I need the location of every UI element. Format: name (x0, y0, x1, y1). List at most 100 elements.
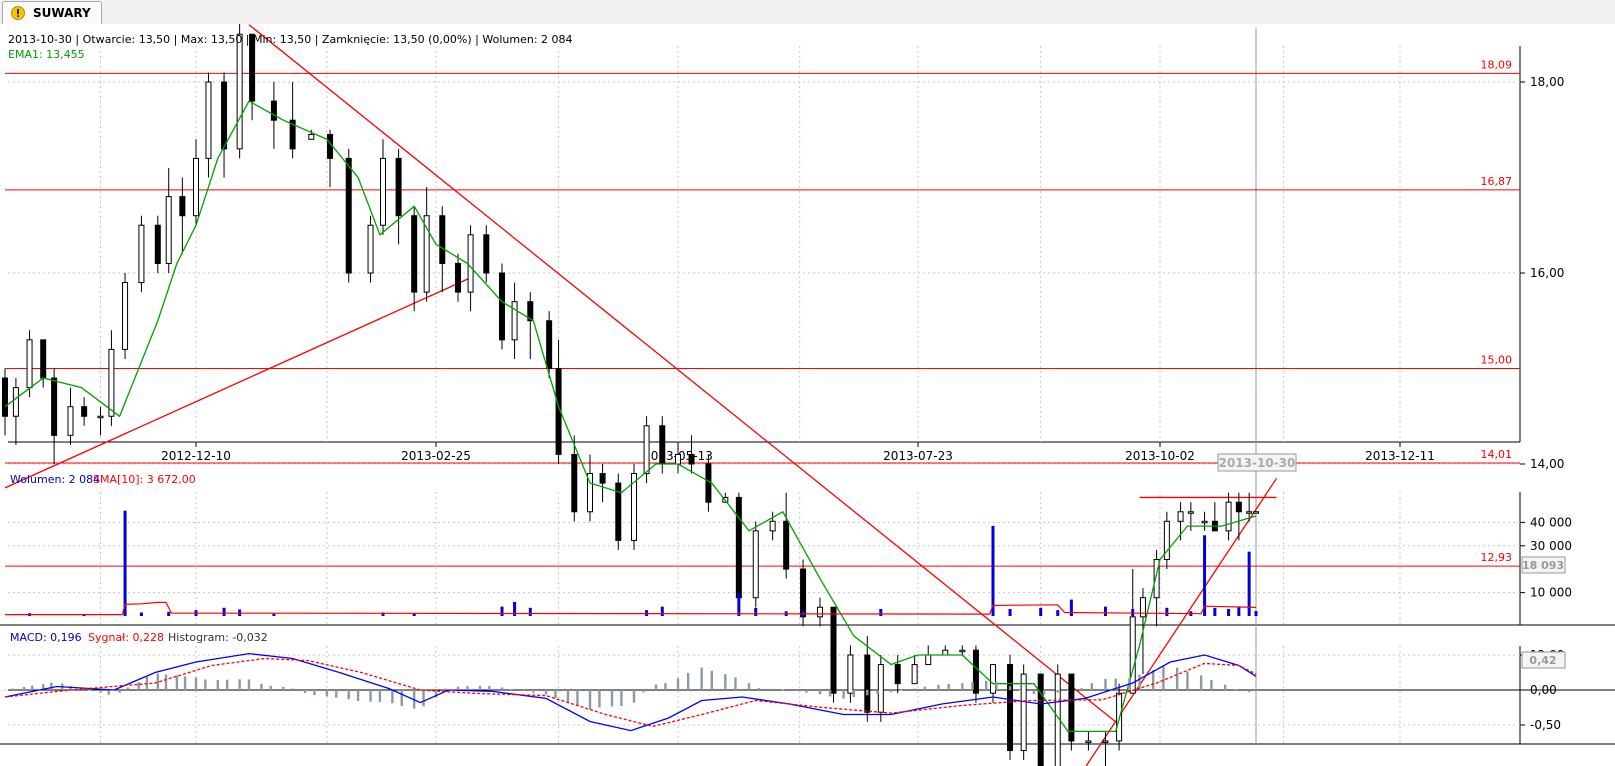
candle-body[interactable] (1007, 664, 1014, 751)
volume-bar[interactable] (528, 607, 532, 616)
candle-body[interactable] (972, 649, 979, 694)
candle-body[interactable] (1163, 520, 1170, 560)
candle-body[interactable] (1246, 511, 1253, 514)
volume-bar[interactable] (660, 606, 664, 616)
candle-body[interactable] (864, 654, 871, 713)
macd-panel[interactable] (3, 652, 1257, 732)
volume-bar[interactable] (1103, 606, 1107, 616)
volume-bar[interactable] (1227, 608, 1231, 616)
candle-body[interactable] (193, 157, 199, 217)
candle-body[interactable] (511, 301, 518, 341)
candle-body[interactable] (631, 473, 637, 541)
candle-body[interactable] (599, 473, 606, 484)
candle-body[interactable] (894, 664, 901, 685)
stock-chart[interactable]: 2012-12-102013-02-252013-05-132013-07-23… (0, 24, 1615, 766)
volume-panel[interactable] (5, 510, 1258, 616)
volume-bar[interactable] (222, 607, 226, 616)
candle-body[interactable] (816, 606, 823, 618)
volume-bar[interactable] (1203, 535, 1207, 616)
candle-body[interactable] (423, 215, 430, 293)
candle-body[interactable] (26, 339, 33, 389)
candle-body[interactable] (270, 100, 277, 121)
candle-body[interactable] (205, 81, 212, 159)
candle-body[interactable] (138, 224, 145, 284)
candle-body[interactable] (783, 520, 790, 570)
volume-bar[interactable] (1213, 607, 1217, 616)
candle-body[interactable] (1253, 511, 1259, 514)
candle-body[interactable] (942, 649, 949, 656)
candle-body[interactable] (467, 234, 474, 293)
candle-body[interactable] (1129, 616, 1136, 694)
candle-body[interactable] (847, 654, 854, 694)
candle-body[interactable] (752, 530, 759, 599)
volume-bar[interactable] (167, 611, 171, 616)
candle-body[interactable] (1068, 673, 1075, 742)
candle-body[interactable] (989, 664, 996, 694)
candle-body[interactable] (959, 649, 966, 653)
candle-body[interactable] (1225, 501, 1232, 532)
candle-body[interactable] (179, 196, 186, 217)
candle-body[interactable] (1187, 511, 1194, 514)
candle-body[interactable] (546, 320, 553, 369)
candle-body[interactable] (925, 654, 932, 666)
candle-body[interactable] (439, 215, 446, 264)
candle-body[interactable] (1235, 501, 1242, 513)
candle-body[interactable] (395, 157, 402, 217)
candle-body[interactable] (380, 157, 387, 226)
volume-bar[interactable] (737, 593, 741, 616)
candle-body[interactable] (40, 339, 47, 379)
candle-body[interactable] (367, 224, 374, 274)
volume-bar[interactable] (801, 610, 805, 616)
candle-body[interactable] (527, 301, 534, 322)
candle-body[interactable] (308, 134, 315, 140)
candle-body[interactable] (1177, 511, 1184, 522)
volume-bar[interactable] (1237, 607, 1241, 616)
candle-body[interactable] (122, 282, 129, 350)
candle-body[interactable] (911, 664, 918, 685)
candle-body[interactable] (455, 262, 461, 293)
candle-body[interactable] (236, 33, 243, 150)
candle-body[interactable] (1020, 673, 1027, 751)
candle-body[interactable] (483, 234, 490, 274)
candle-body[interactable] (81, 406, 88, 417)
candle-body[interactable] (12, 387, 19, 417)
candle-body[interactable] (249, 33, 256, 102)
candle-body[interactable] (705, 463, 712, 503)
candle-body[interactable] (1037, 673, 1044, 766)
candle-body[interactable] (2, 377, 8, 417)
candle-body[interactable] (345, 157, 352, 274)
candle-body[interactable] (327, 134, 334, 159)
candle-body[interactable] (659, 425, 666, 465)
volume-bar[interactable] (513, 601, 517, 616)
candle-body[interactable] (735, 496, 742, 599)
candle-body[interactable] (154, 224, 161, 264)
volume-bar[interactable] (879, 608, 883, 616)
candle-body[interactable] (67, 406, 74, 436)
candle-body[interactable] (830, 606, 837, 694)
candle-body[interactable] (165, 196, 172, 264)
volume-bar[interactable] (1056, 610, 1060, 616)
candle-body[interactable] (411, 215, 418, 293)
volume-bar[interactable] (754, 607, 758, 616)
candle-body[interactable] (1201, 520, 1208, 524)
tab-suwary[interactable]: SUWARY (2, 1, 102, 24)
volume-bar[interactable] (381, 612, 385, 616)
candle-body[interactable] (675, 453, 681, 465)
volume-bar[interactable] (412, 613, 416, 616)
candle-body[interactable] (1102, 740, 1109, 743)
candle-body[interactable] (1153, 559, 1160, 599)
volume-bar[interactable] (1247, 551, 1251, 616)
candle-body[interactable] (800, 568, 807, 618)
volume-bar[interactable] (991, 525, 995, 616)
candle-body[interactable] (643, 425, 650, 475)
volume-bar[interactable] (1008, 608, 1012, 616)
candle-body[interactable] (1085, 740, 1092, 743)
volume-bar[interactable] (1069, 599, 1073, 616)
volume-bar[interactable] (272, 613, 276, 616)
candle-body[interactable] (769, 520, 776, 532)
volume-bar[interactable] (1165, 607, 1169, 616)
volume-bar[interactable] (1039, 607, 1043, 616)
candle-body[interactable] (1054, 673, 1061, 766)
candle-body[interactable] (97, 415, 104, 419)
candle-body[interactable] (289, 119, 296, 150)
